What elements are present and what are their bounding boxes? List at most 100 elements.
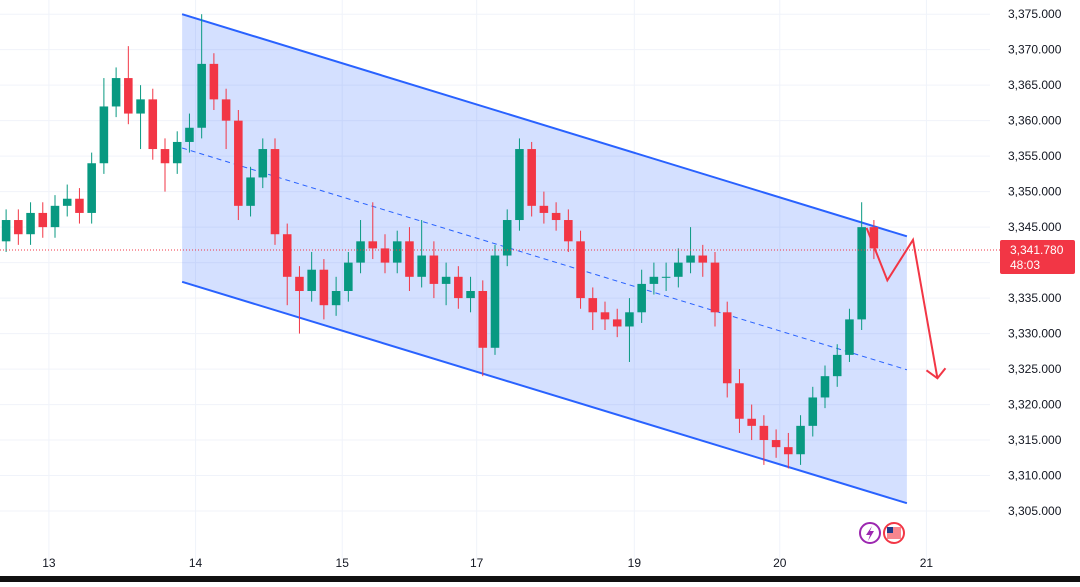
candle-body bbox=[185, 127, 194, 142]
candle-body bbox=[600, 312, 610, 320]
candle-body bbox=[796, 425, 805, 455]
candle-body bbox=[674, 262, 683, 277]
candle-body bbox=[282, 234, 292, 277]
candle-body bbox=[344, 262, 353, 292]
flag-canton bbox=[887, 527, 893, 533]
candle-body bbox=[710, 262, 720, 313]
candle-body bbox=[62, 198, 72, 206]
candle-body bbox=[515, 149, 524, 221]
candle-body bbox=[478, 291, 488, 348]
x-tick-label: 17 bbox=[470, 556, 484, 570]
candle-body bbox=[124, 78, 133, 114]
candle-body bbox=[466, 291, 475, 299]
projection-path bbox=[865, 227, 939, 379]
candle-body bbox=[75, 198, 84, 213]
candle-body bbox=[429, 255, 439, 284]
y-tick-label: 3,350.000 bbox=[1008, 185, 1062, 199]
candle-body bbox=[845, 319, 854, 355]
y-tick-label: 3,325.000 bbox=[1008, 362, 1062, 376]
y-tick-label: 3,370.000 bbox=[1008, 43, 1062, 57]
candle-body bbox=[539, 205, 549, 213]
projection-head bbox=[925, 367, 947, 380]
flash-glyph bbox=[866, 526, 874, 541]
candle-body bbox=[564, 220, 573, 242]
candle-body bbox=[771, 440, 781, 448]
candle-body bbox=[258, 149, 268, 178]
y-tick-label: 3,335.000 bbox=[1008, 291, 1062, 305]
candle-body bbox=[234, 120, 243, 206]
candle-body bbox=[832, 354, 842, 377]
candle-body bbox=[869, 227, 879, 249]
bottom-bar bbox=[0, 576, 1080, 582]
channel-upper bbox=[181, 13, 908, 238]
candle-body bbox=[87, 163, 96, 213]
icons bbox=[859, 522, 905, 544]
y-tick-label: 3,365.000 bbox=[1008, 78, 1062, 92]
candle-body bbox=[441, 276, 451, 284]
candle-body bbox=[1, 220, 11, 242]
candle-body bbox=[722, 312, 732, 384]
candle-body bbox=[246, 177, 255, 206]
candle-body bbox=[221, 99, 231, 121]
y-tick-label: 3,305.000 bbox=[1008, 504, 1062, 518]
candle-body bbox=[759, 425, 769, 441]
candle-body bbox=[649, 276, 659, 284]
channel bbox=[181, 13, 947, 505]
candle-body bbox=[26, 212, 35, 235]
x-tick-label: 21 bbox=[920, 556, 934, 570]
candle-body bbox=[857, 227, 866, 320]
candle-body bbox=[209, 63, 219, 100]
candle-body bbox=[588, 298, 598, 313]
candle-body bbox=[14, 220, 23, 235]
y-tick-label: 3,310.000 bbox=[1008, 469, 1062, 483]
candle-body bbox=[331, 291, 341, 306]
y-tick-label: 3,345.000 bbox=[1008, 220, 1062, 234]
candle-body bbox=[319, 269, 329, 306]
candle-body bbox=[661, 276, 671, 278]
candle-body bbox=[197, 63, 206, 128]
y-tick-label: 3,375.000 bbox=[1008, 7, 1062, 21]
x-tick-label: 19 bbox=[628, 556, 642, 570]
candle-body bbox=[295, 276, 304, 292]
candle-body bbox=[820, 376, 830, 398]
candle-body bbox=[808, 397, 818, 426]
candle-body bbox=[625, 312, 634, 327]
last-price-label: 3,341.780 bbox=[1010, 243, 1064, 257]
countdown: 48:03 bbox=[1010, 258, 1040, 272]
candle-body bbox=[576, 241, 585, 299]
candle-body bbox=[368, 241, 378, 249]
candle-body bbox=[307, 269, 316, 292]
channel-lower bbox=[181, 280, 908, 505]
candle-body bbox=[148, 99, 158, 150]
candle-body bbox=[160, 149, 170, 164]
candle-body bbox=[380, 248, 390, 263]
y-tick-label: 3,360.000 bbox=[1008, 114, 1062, 128]
last-price-box bbox=[1000, 239, 1075, 274]
candle-body bbox=[747, 418, 756, 426]
candle-body bbox=[698, 255, 708, 263]
candle-body bbox=[686, 255, 695, 263]
candle-body bbox=[405, 241, 414, 277]
candle-body bbox=[270, 149, 280, 235]
candle-body bbox=[172, 141, 182, 164]
x-tick-label: 20 bbox=[773, 556, 787, 570]
candle-body bbox=[490, 255, 500, 348]
candle-body bbox=[502, 220, 512, 256]
candle-body bbox=[50, 205, 60, 228]
candle-body bbox=[612, 319, 622, 327]
channel-mid bbox=[181, 147, 908, 371]
candle-body bbox=[735, 383, 744, 419]
y-tick-label: 3,330.000 bbox=[1008, 327, 1062, 341]
candle-body bbox=[551, 212, 561, 221]
y-tick-label: 3,315.000 bbox=[1008, 433, 1062, 447]
candle-body bbox=[392, 241, 402, 263]
candle-body bbox=[454, 276, 463, 299]
x-tick-label: 13 bbox=[42, 556, 56, 570]
candle-body bbox=[111, 78, 121, 107]
x-tick-label: 14 bbox=[189, 556, 203, 570]
candle-body bbox=[136, 99, 145, 114]
candle-body bbox=[784, 447, 793, 455]
candle-body bbox=[356, 241, 365, 263]
